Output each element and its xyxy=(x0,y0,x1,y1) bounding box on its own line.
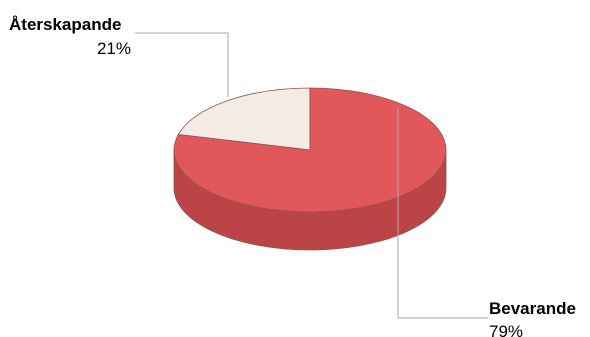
pie-slice-bevarande xyxy=(173,87,447,213)
slice-label-aterskapande: Återskapande xyxy=(9,15,121,34)
slice-value-bevarande: 79% xyxy=(489,322,523,337)
leader-line-bevarande xyxy=(397,108,488,319)
pie-slice-återskapande xyxy=(177,87,311,151)
leader-line-aterskapande xyxy=(135,32,229,97)
slice-label-bevarande: Bevarande xyxy=(489,299,576,318)
pie-top-faces xyxy=(173,87,447,213)
slice-value-aterskapande: 21% xyxy=(97,39,131,58)
